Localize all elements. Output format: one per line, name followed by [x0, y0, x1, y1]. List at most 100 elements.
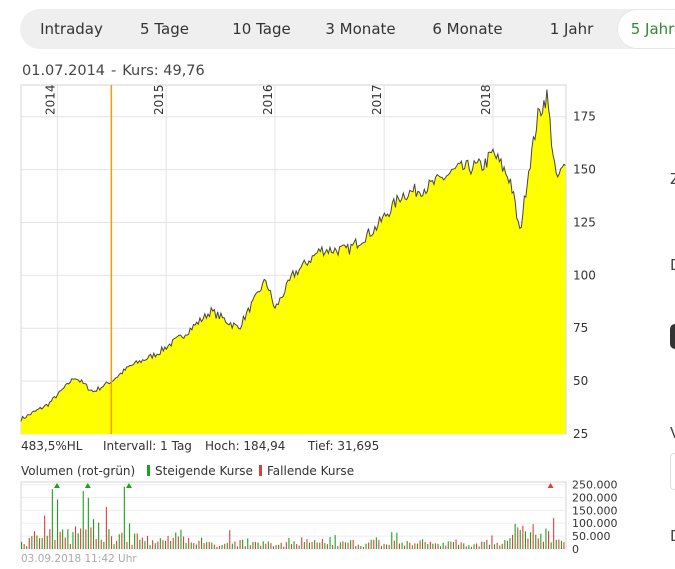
volume-tick-label-200000: 200.000	[572, 491, 618, 504]
volume-bar-up	[427, 544, 429, 549]
volume-bar-down	[517, 527, 519, 549]
volume-bar-down	[285, 542, 287, 549]
volume-bar-down	[450, 541, 452, 549]
volume-bar-down	[23, 544, 25, 549]
stat-interval: Intervall: 1 Tag	[103, 439, 192, 453]
volume-bar-up	[560, 540, 562, 549]
stat-hl: 483,5%HL	[21, 439, 83, 453]
tab-1-jahr[interactable]: 1 Jahr	[549, 20, 594, 38]
volume-bar-down	[409, 542, 411, 549]
volume-bar-down	[486, 539, 488, 549]
volume-bar-down	[193, 543, 195, 549]
x-tick-label-2016: 2016	[261, 84, 275, 115]
volume-bar-up	[350, 540, 352, 549]
volume-bar-up	[468, 545, 470, 549]
volume-bar-up	[103, 541, 105, 549]
volume-bar-down	[75, 526, 77, 549]
info-separator: -	[111, 63, 117, 79]
volume-bar-down	[316, 542, 318, 549]
volume-bar-down	[177, 536, 179, 549]
stat-low: Tief: 31,695	[308, 439, 380, 453]
volume-bar-down	[121, 532, 123, 549]
volume-bar-down	[532, 524, 534, 549]
volume-bar-down	[49, 529, 51, 549]
volume-bar-up	[535, 534, 537, 549]
volume-bar-up	[324, 543, 326, 549]
volume-bar-down	[44, 515, 46, 549]
legend-up-label: Steigende Kurse	[155, 464, 253, 478]
volume-bar-up	[252, 541, 254, 549]
price-line	[20, 89, 566, 422]
volume-bar-up	[159, 538, 161, 549]
crosshair-info: 01.07.2014- Kurs: 49,76	[22, 63, 205, 79]
volume-bar-up	[288, 537, 290, 549]
legend-down-swatch	[259, 465, 262, 476]
tab-6-monate[interactable]: 6 Monate	[432, 20, 503, 38]
volume-bar-up	[442, 542, 444, 549]
volume-bar-down	[105, 506, 107, 549]
volume-bar-up	[118, 534, 120, 549]
volume-bar-up	[170, 541, 172, 549]
tab-intraday[interactable]: Intraday	[40, 20, 103, 38]
volume-bar-down	[506, 540, 508, 549]
volume-bar-up	[545, 528, 547, 549]
volume-bar-up	[231, 543, 233, 549]
stat-high: Hoch: 184,94	[205, 439, 286, 453]
volume-bar-down	[419, 540, 421, 549]
tab-3-monate[interactable]: 3 Monate	[325, 20, 396, 38]
volume-bar-up	[36, 535, 38, 549]
volume-bar-up	[401, 542, 403, 549]
x-tick-label-2014: 2014	[43, 84, 57, 115]
volume-bar-down	[28, 538, 30, 549]
volume-bar-up	[175, 532, 177, 549]
right-fragment-1: Z	[670, 170, 675, 188]
volume-bar-down	[249, 545, 251, 549]
volume-bar-up	[463, 543, 465, 549]
volume-bar-down	[393, 540, 395, 549]
volume-bar-down	[85, 529, 87, 549]
volume-bar-down	[260, 545, 262, 549]
volume-bar-up	[396, 532, 398, 549]
volume-bar-up	[519, 529, 521, 549]
x-tick-label-2018: 2018	[479, 84, 493, 115]
volume-bar-down	[152, 540, 154, 549]
volume-bar-up	[339, 542, 341, 549]
right-input-box[interactable]	[670, 453, 675, 490]
volume-bar-up	[298, 545, 300, 549]
volume-bar-down	[280, 542, 282, 549]
volume-bar-down	[100, 539, 102, 549]
volume-bar-down	[388, 544, 390, 549]
volume-bar-down	[445, 545, 447, 549]
volume-bar-up	[524, 531, 526, 549]
volume-bar-down	[501, 543, 503, 549]
volume-bar-up	[293, 541, 295, 549]
volume-bar-down	[357, 544, 359, 549]
volume-bar-down	[54, 540, 56, 549]
volume-bar-up	[447, 541, 449, 549]
timeframe-tabbar: Intraday 5 Tage 10 Tage 3 Monate 6 Monate 1 J…	[20, 9, 675, 49]
volume-bar-up	[303, 542, 305, 549]
volume-bar-down	[244, 546, 246, 549]
volume-bar-up	[391, 532, 393, 549]
volume-bar-up	[488, 544, 490, 549]
volume-bar-up	[530, 532, 532, 549]
y-tick-label-175: 175	[573, 110, 596, 124]
volume-bar-down	[527, 538, 529, 549]
tab-10-tage[interactable]: 10 Tage	[232, 20, 291, 38]
volume-bar-up	[149, 545, 151, 549]
volume-bar-down	[563, 542, 565, 549]
volume-bar-down	[290, 544, 292, 549]
volume-bar-up	[87, 497, 89, 549]
volume-bar-down	[332, 545, 334, 549]
right-pill[interactable]	[670, 324, 675, 349]
tab-5-tage[interactable]: 5 Tage	[140, 20, 189, 38]
tab-5-jahre[interactable]: 5 Jahre	[617, 9, 675, 49]
y-tick-label-75: 75	[573, 321, 588, 335]
right-fragment-3: V	[670, 424, 675, 442]
volume-bar-up	[360, 545, 362, 549]
volume-bar-up	[144, 541, 146, 549]
volume-bar-up	[550, 542, 552, 549]
volume-bar-down	[537, 538, 539, 549]
volume-bar-up	[365, 543, 367, 549]
